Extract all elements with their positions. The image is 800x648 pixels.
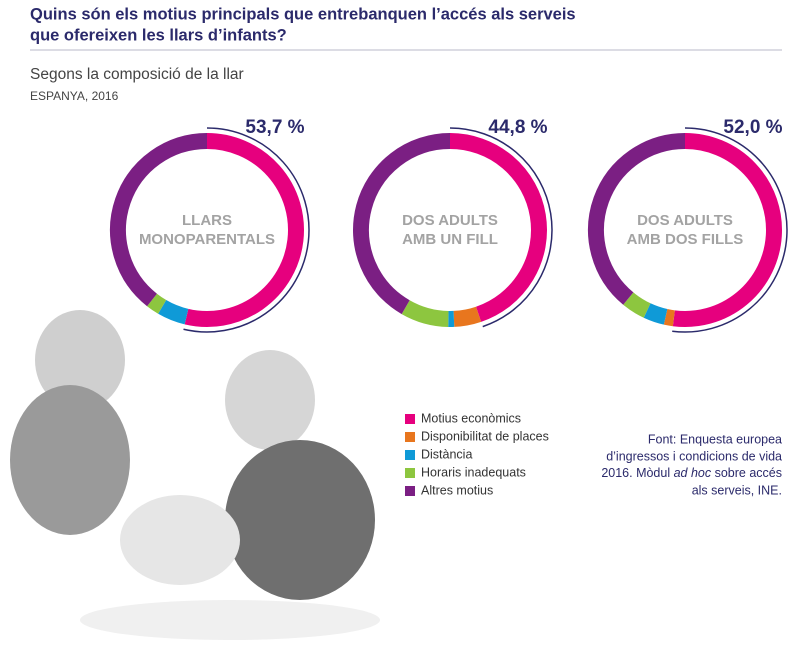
highlight-arc (449, 127, 553, 328)
region: ESPANYA, 2016 (30, 89, 119, 103)
value-label: 44,8 % (488, 117, 547, 138)
donut-segment (449, 133, 547, 322)
source: Font: Enquesta europea (648, 432, 782, 446)
donut-label: AMB DOS FILLS (627, 231, 744, 248)
source: sobre accés (711, 466, 782, 480)
legend-label: Altres motius (421, 483, 493, 497)
title: que ofereixen les llars d’infants? (30, 26, 287, 44)
source: ad hoc (674, 466, 712, 480)
title: Quins són els motius principals que entr… (30, 5, 576, 23)
donut-segment (663, 309, 675, 327)
subtitle: Segons la composició de la llar (30, 66, 244, 83)
value-label: 52,0 % (723, 117, 782, 138)
source: d’ingressos i condicions de vida (606, 449, 782, 463)
legend-label: Distància (421, 447, 472, 461)
donut-segment (110, 133, 208, 307)
donut-segment (623, 292, 651, 318)
donut-segment (401, 300, 449, 327)
value-label: 53,7 % (245, 117, 304, 138)
donut-label: DOS ADULTS (637, 212, 733, 229)
donut-label: DOS ADULTS (402, 212, 498, 229)
legend-swatch (405, 432, 415, 442)
donut-segment (353, 133, 451, 315)
source: 2016. Mòdul (601, 466, 673, 480)
highlight-arc (672, 127, 788, 333)
legend-label: Disponibilitat de places (421, 429, 549, 443)
donut-segment (158, 299, 189, 325)
donut-segment (672, 133, 782, 327)
legend-swatch (405, 486, 415, 496)
legend-swatch (405, 450, 415, 460)
donut-segment (453, 306, 482, 327)
donut-segment (643, 303, 668, 325)
donut-segment (147, 293, 167, 314)
legend-swatch (405, 468, 415, 478)
legend-swatch (405, 414, 415, 424)
donut-label: LLARS (182, 212, 232, 229)
source: 2016. Mòdul ad hoc sobre accés (601, 466, 782, 480)
donut-segment (588, 133, 686, 305)
donut-label: MONOPARENTALS (139, 231, 275, 248)
photo-placeholder (10, 310, 380, 640)
source: als serveis, INE. (692, 483, 782, 497)
highlight-arc (183, 127, 310, 333)
legend-label: Motius econòmics (421, 411, 521, 425)
donut-segment (184, 133, 304, 327)
legend-label: Horaris inadequats (421, 465, 526, 479)
donut-label: AMB UN FILL (402, 231, 498, 248)
